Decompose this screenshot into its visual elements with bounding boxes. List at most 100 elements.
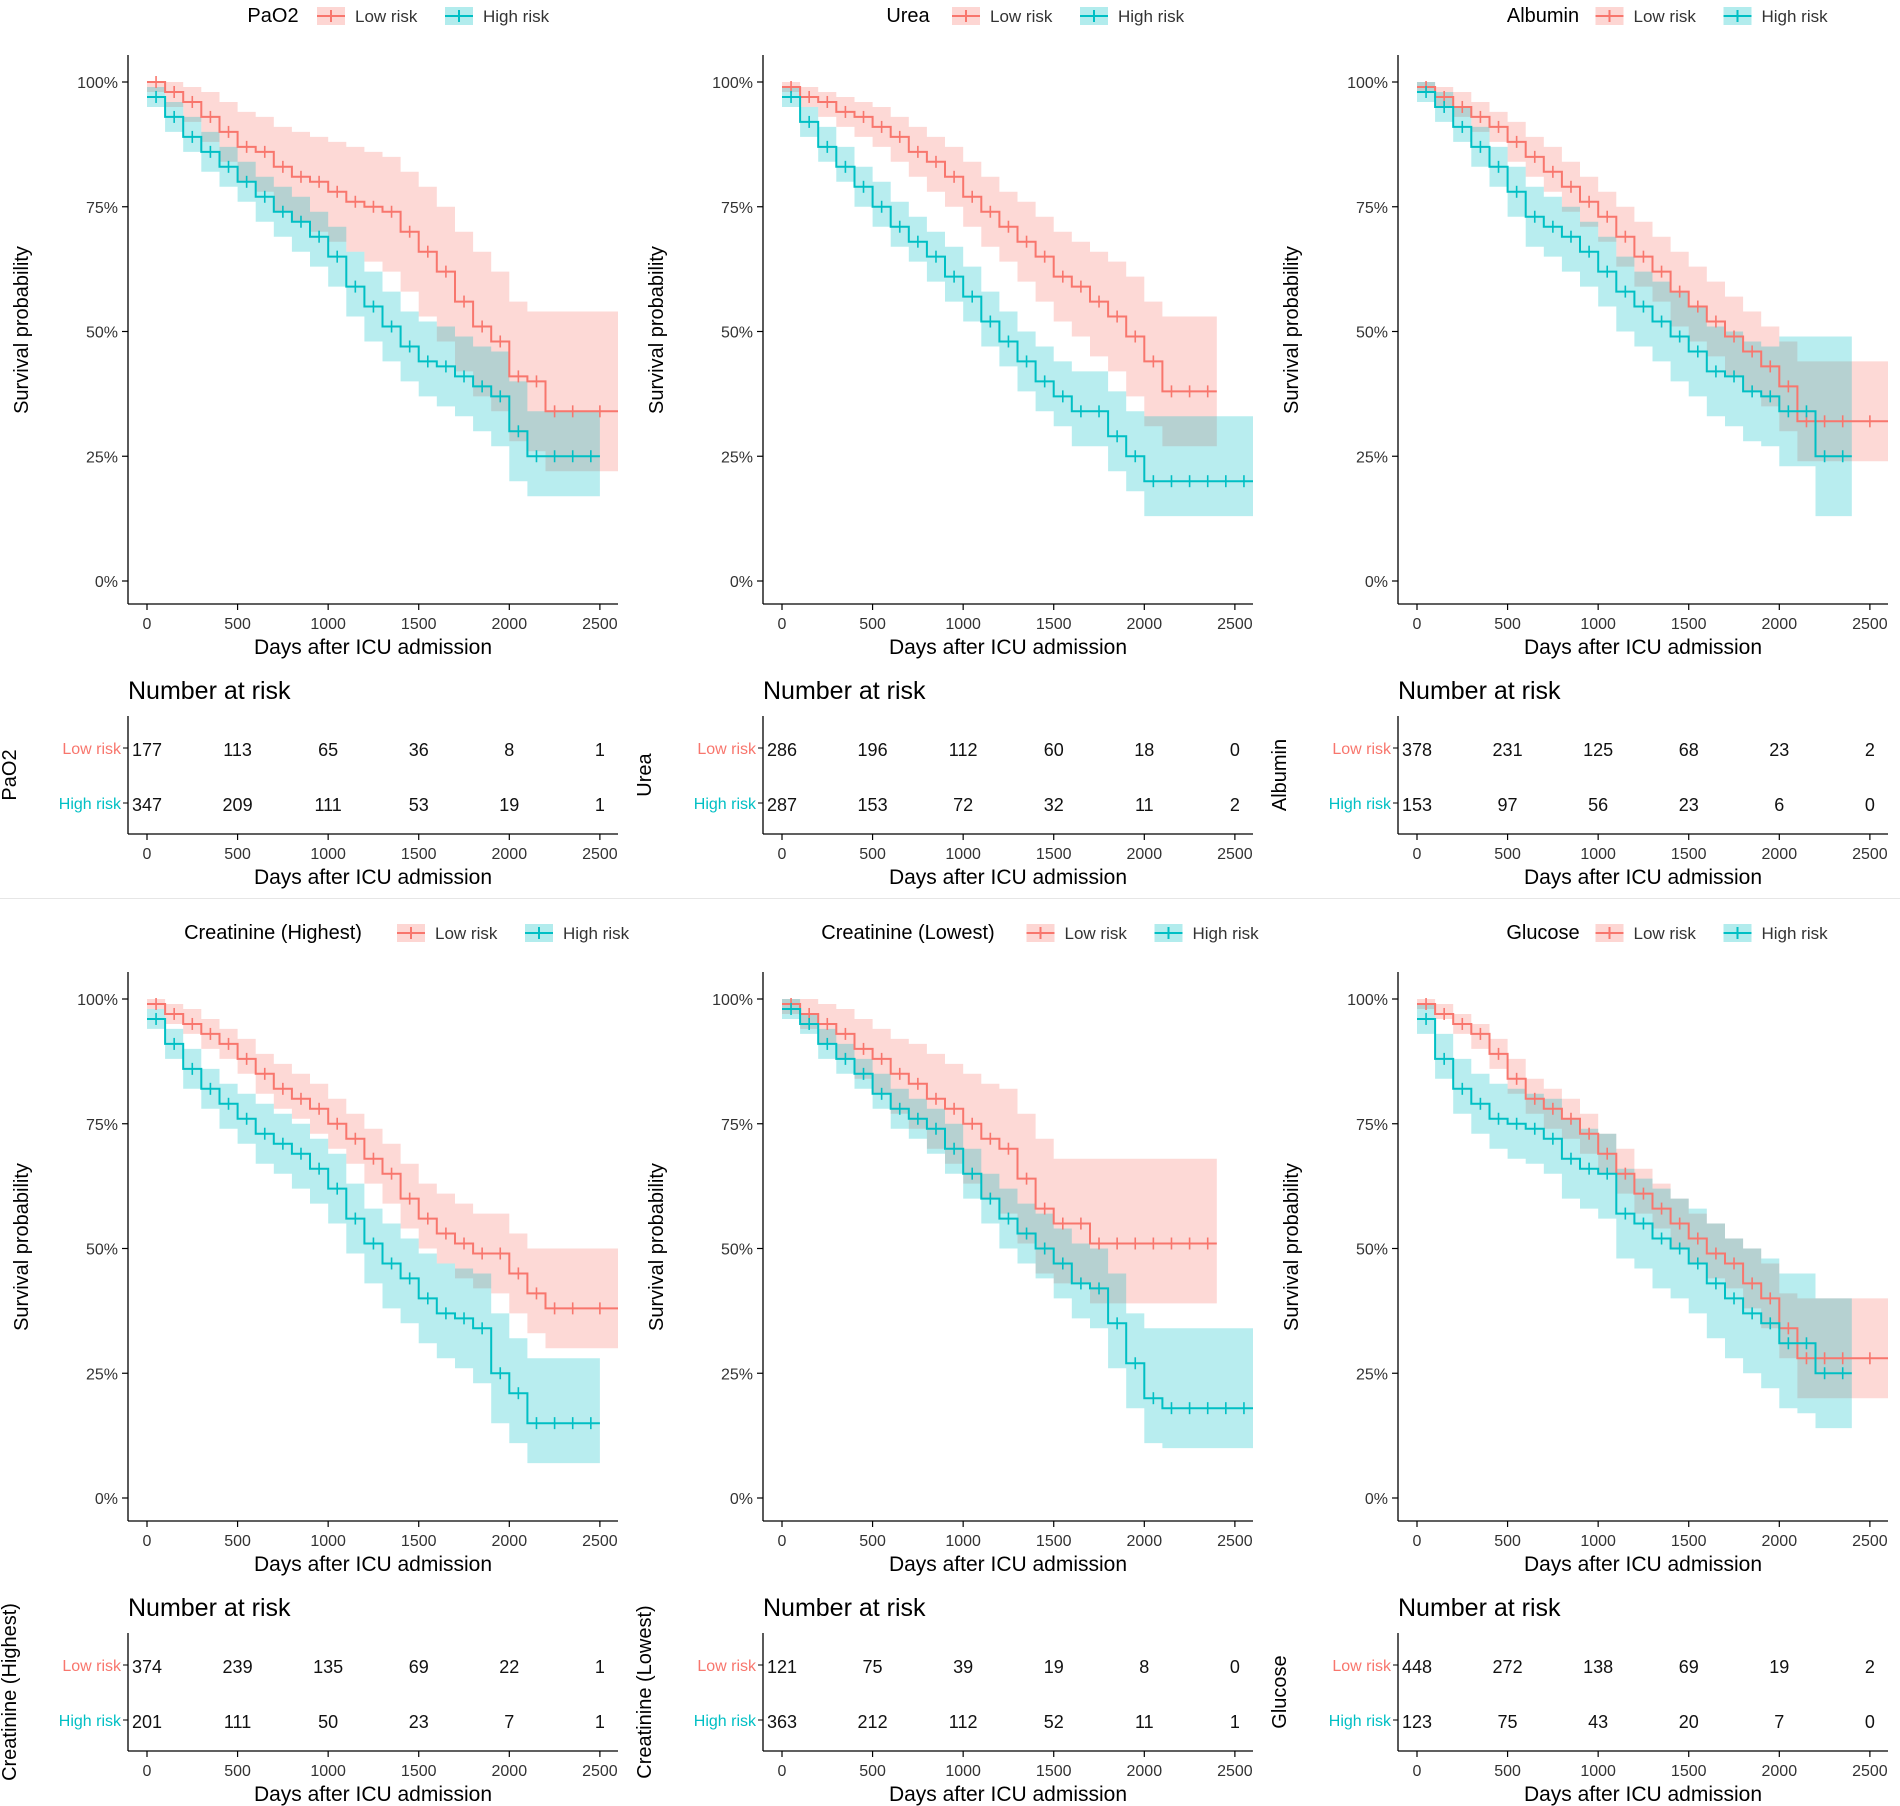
x-tick-label: 1000 — [310, 1533, 346, 1550]
risk-table-title: Number at risk — [128, 677, 291, 705]
risk-x-tick-label: 1500 — [1671, 1763, 1707, 1780]
risk-count-high: 97 — [1498, 795, 1518, 815]
risk-x-tick-label: 0 — [1413, 1763, 1422, 1780]
risk-row-label-high: High risk — [694, 796, 757, 813]
risk-count-low: 239 — [223, 1657, 253, 1677]
risk-row-label-high: High risk — [1329, 796, 1392, 813]
risk-count-high: 209 — [223, 795, 253, 815]
y-tick-label: 75% — [721, 1117, 753, 1134]
km-panel-2: Albumin Low risk High risk 0% 25% 50% 75% 100% 0… — [1269, 5, 1888, 889]
risk-y-axis-label: PaO2 — [0, 749, 21, 800]
x-tick-label: 1000 — [1580, 616, 1616, 633]
risk-count-low: 19 — [1769, 1657, 1789, 1677]
risk-table-title: Number at risk — [1398, 677, 1561, 705]
x-tick-label: 500 — [1494, 616, 1521, 633]
survival-curve-high — [147, 96, 600, 458]
risk-count-low: 0 — [1230, 1657, 1240, 1677]
risk-table-title: Number at risk — [1398, 1594, 1561, 1622]
y-tick-label: 0% — [1365, 1491, 1388, 1508]
risk-x-tick-label: 0 — [778, 1763, 787, 1780]
risk-count-low: 75 — [863, 1657, 883, 1677]
risk-row-label-low: Low risk — [62, 741, 122, 758]
risk-x-tick-label: 2000 — [1762, 846, 1798, 863]
y-axis-label: Survival probability — [11, 246, 33, 414]
legend-low-label: Low risk — [355, 7, 418, 26]
risk-y-axis-label: Glucose — [1269, 1655, 1291, 1728]
risk-count-high: 0 — [1865, 1712, 1875, 1732]
y-tick-label: 25% — [86, 449, 118, 466]
risk-x-tick-label: 2500 — [1852, 846, 1888, 863]
y-axis-label: Survival probability — [1281, 246, 1303, 414]
x-tick-label: 1500 — [1036, 1533, 1072, 1550]
legend-low-label: Low risk — [1065, 924, 1128, 943]
y-axis-label: Survival probability — [646, 1163, 668, 1331]
risk-x-tick-label: 0 — [778, 846, 787, 863]
panel-title: Albumin — [1507, 5, 1579, 27]
risk-count-low: 135 — [313, 1657, 343, 1677]
risk-count-low: 177 — [132, 740, 162, 760]
risk-count-high: 52 — [1044, 1712, 1064, 1732]
y-tick-label: 75% — [86, 1117, 118, 1134]
risk-count-high: 11 — [1135, 1712, 1154, 1732]
risk-x-tick-label: 500 — [224, 1763, 251, 1780]
risk-count-low: 36 — [409, 740, 429, 760]
risk-x-tick-label: 2500 — [582, 846, 618, 863]
risk-count-low: 125 — [1583, 740, 1613, 760]
risk-count-low: 0 — [1230, 740, 1240, 760]
risk-x-tick-label: 2000 — [1127, 1763, 1163, 1780]
x-tick-label: 2500 — [1217, 1533, 1253, 1550]
risk-row-label-low: Low risk — [1332, 741, 1392, 758]
x-tick-label: 1000 — [1580, 1533, 1616, 1550]
risk-count-low: 60 — [1044, 740, 1064, 760]
panel-title: PaO2 — [247, 5, 298, 27]
risk-row-label-low: Low risk — [1332, 1658, 1392, 1675]
y-tick-label: 0% — [1365, 574, 1388, 591]
risk-row-label-low: Low risk — [62, 1658, 122, 1675]
risk-x-tick-label: 2000 — [1762, 1763, 1798, 1780]
risk-x-tick-label: 0 — [143, 846, 152, 863]
ci-band-high — [147, 1009, 600, 1464]
x-tick-label: 1000 — [945, 1533, 981, 1550]
km-panel-1: Urea Low risk High risk 0% 25% 50% 75% 100% 0 500… — [634, 5, 1253, 889]
y-tick-label: 25% — [86, 1366, 118, 1383]
risk-count-high: 153 — [1402, 795, 1432, 815]
x-axis-label: Days after ICU admission — [889, 636, 1127, 659]
risk-count-low: 8 — [1139, 1657, 1149, 1677]
km-panel-5: Glucose Low risk High risk 0% 25% 50% 75% 100% 0… — [1269, 922, 1888, 1806]
y-tick-label: 100% — [1347, 992, 1388, 1009]
risk-count-high: 1 — [1230, 1712, 1240, 1732]
survival-curve-low — [147, 1003, 618, 1310]
survival-curve-low — [1417, 86, 1888, 423]
risk-x-axis-label: Days after ICU admission — [254, 1783, 492, 1806]
risk-count-high: 75 — [1498, 1712, 1518, 1732]
x-tick-label: 2500 — [582, 1533, 618, 1550]
risk-count-low: 448 — [1402, 1657, 1432, 1677]
y-tick-label: 0% — [95, 574, 118, 591]
x-tick-label: 500 — [859, 616, 886, 633]
y-tick-label: 50% — [1356, 1242, 1388, 1259]
x-axis-label: Days after ICU admission — [889, 1553, 1127, 1576]
risk-y-axis-label: Albumin — [1269, 739, 1291, 811]
x-tick-label: 2000 — [1762, 616, 1798, 633]
risk-x-tick-label: 2000 — [492, 1763, 528, 1780]
survival-curve-low — [147, 81, 618, 413]
legend-low-label: Low risk — [1634, 7, 1697, 26]
risk-count-high: 23 — [409, 1712, 429, 1732]
x-tick-label: 1000 — [310, 616, 346, 633]
x-tick-label: 0 — [778, 1533, 787, 1550]
risk-count-low: 1 — [595, 1657, 605, 1677]
y-tick-label: 100% — [77, 75, 118, 92]
legend-low-label: Low risk — [990, 7, 1053, 26]
km-panel-4: Creatinine (Lowest) Low risk High risk 0% 25… — [634, 922, 1259, 1806]
risk-x-tick-label: 2000 — [492, 846, 528, 863]
risk-count-low: 22 — [499, 1657, 519, 1677]
risk-count-high: 20 — [1679, 1712, 1699, 1732]
y-tick-label: 75% — [1356, 1117, 1388, 1134]
risk-x-axis-label: Days after ICU admission — [889, 1783, 1127, 1806]
risk-count-low: 8 — [504, 740, 514, 760]
x-tick-label: 0 — [143, 616, 152, 633]
risk-count-low: 18 — [1134, 740, 1154, 760]
risk-count-low: 196 — [858, 740, 888, 760]
risk-x-tick-label: 1000 — [310, 846, 346, 863]
